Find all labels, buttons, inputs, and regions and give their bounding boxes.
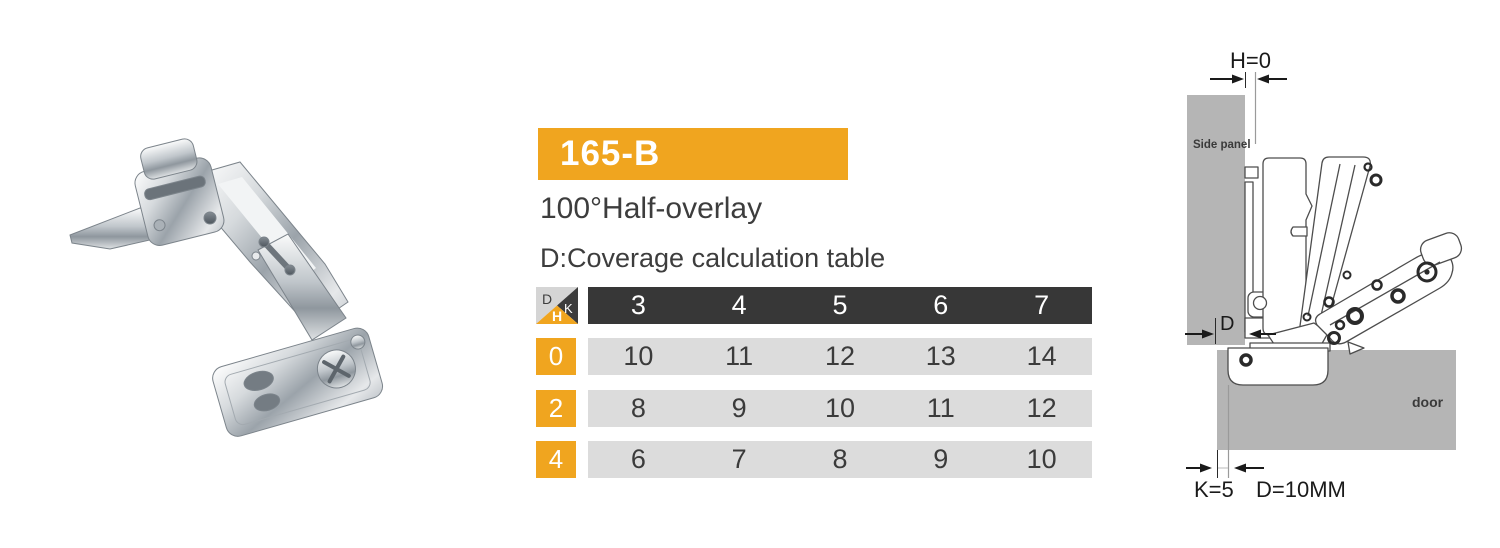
coverage-value: 10: [1026, 444, 1057, 474]
arrow-left-icon: [1234, 463, 1246, 473]
table-header-row: D K H 3 4 5 6 7: [536, 287, 1092, 324]
coverage-value: 8: [630, 393, 646, 423]
coverage-value: 14: [1026, 341, 1057, 371]
installation-diagram: Side panel door H=0: [1185, 48, 1463, 502]
hinge-cup-assembly: [134, 138, 225, 246]
model-number: 165-B: [560, 134, 661, 173]
hinge-photo-body: [69, 138, 384, 437]
corner-d-label: D: [542, 291, 552, 307]
coverage-value: 9: [731, 393, 747, 423]
coverage-value: 7: [731, 444, 747, 474]
corner-k-label: K: [564, 301, 573, 316]
arrow-right-icon: [1202, 329, 1214, 339]
column-header: 6: [933, 290, 949, 320]
row-values: 6 7 8 9 10: [588, 441, 1092, 478]
hinge-photo: [69, 138, 384, 437]
row-label: 0: [536, 338, 576, 375]
row-label: 2: [536, 390, 576, 427]
coverage-value: 9: [933, 444, 949, 474]
coverage-value: 13: [925, 341, 956, 371]
coverage-table: D K H 3 4 5 6 7 0 10 11 12 13 14 2 8 9 1…: [536, 287, 1092, 492]
table-row: 4 6 7 8 9 10: [536, 441, 1092, 478]
hinge-pivot-rings: [1239, 162, 1438, 367]
table-caption: D:Coverage calculation table: [540, 243, 886, 273]
coverage-value: 8: [832, 444, 848, 474]
corner-h-label: H: [552, 308, 562, 324]
model-banner: 165-B: [538, 128, 848, 180]
door-label: door: [1412, 394, 1444, 410]
side-panel-label: Side panel: [1193, 139, 1251, 151]
table-row: 0 10 11 12 13 14: [536, 338, 1092, 375]
d-dimension-label: D=10MM: [1256, 477, 1346, 502]
row-values: 10 11 12 13 14: [588, 338, 1092, 375]
corner-legend-cell: D K H: [536, 287, 578, 324]
column-header: 5: [832, 290, 848, 320]
row-label: 4: [536, 441, 576, 478]
column-header: 4: [731, 290, 747, 320]
coverage-value: 10: [623, 341, 654, 371]
d-depth-label: D: [1220, 313, 1234, 335]
coverage-value: 11: [725, 341, 754, 371]
construction-lines: [1217, 72, 1257, 478]
coverage-value: 12: [824, 341, 856, 371]
column-header: 7: [1034, 290, 1050, 320]
side-panel: [1187, 95, 1245, 345]
column-header: 3: [630, 290, 646, 320]
k-dimension-label: K=5: [1194, 477, 1234, 502]
coverage-value: 11: [926, 393, 955, 423]
coverage-value: 12: [1026, 393, 1057, 423]
hinge-mounting-plate: [212, 327, 384, 437]
angle-type-label: 100°Half-overlay: [540, 192, 763, 225]
header-strip: 3 4 5 6 7: [588, 287, 1092, 324]
h-dimension-label: H=0: [1230, 48, 1271, 73]
arrow-left-icon: [1249, 329, 1261, 339]
arrow-right-icon: [1232, 74, 1244, 84]
row-values: 8 9 10 11 12: [588, 390, 1092, 427]
coverage-value: 10: [824, 393, 856, 423]
coverage-value: 6: [630, 444, 646, 474]
arrow-left-icon: [1257, 74, 1269, 84]
table-row: 2 8 9 10 11 12: [536, 390, 1092, 427]
arrow-right-icon: [1200, 463, 1212, 473]
